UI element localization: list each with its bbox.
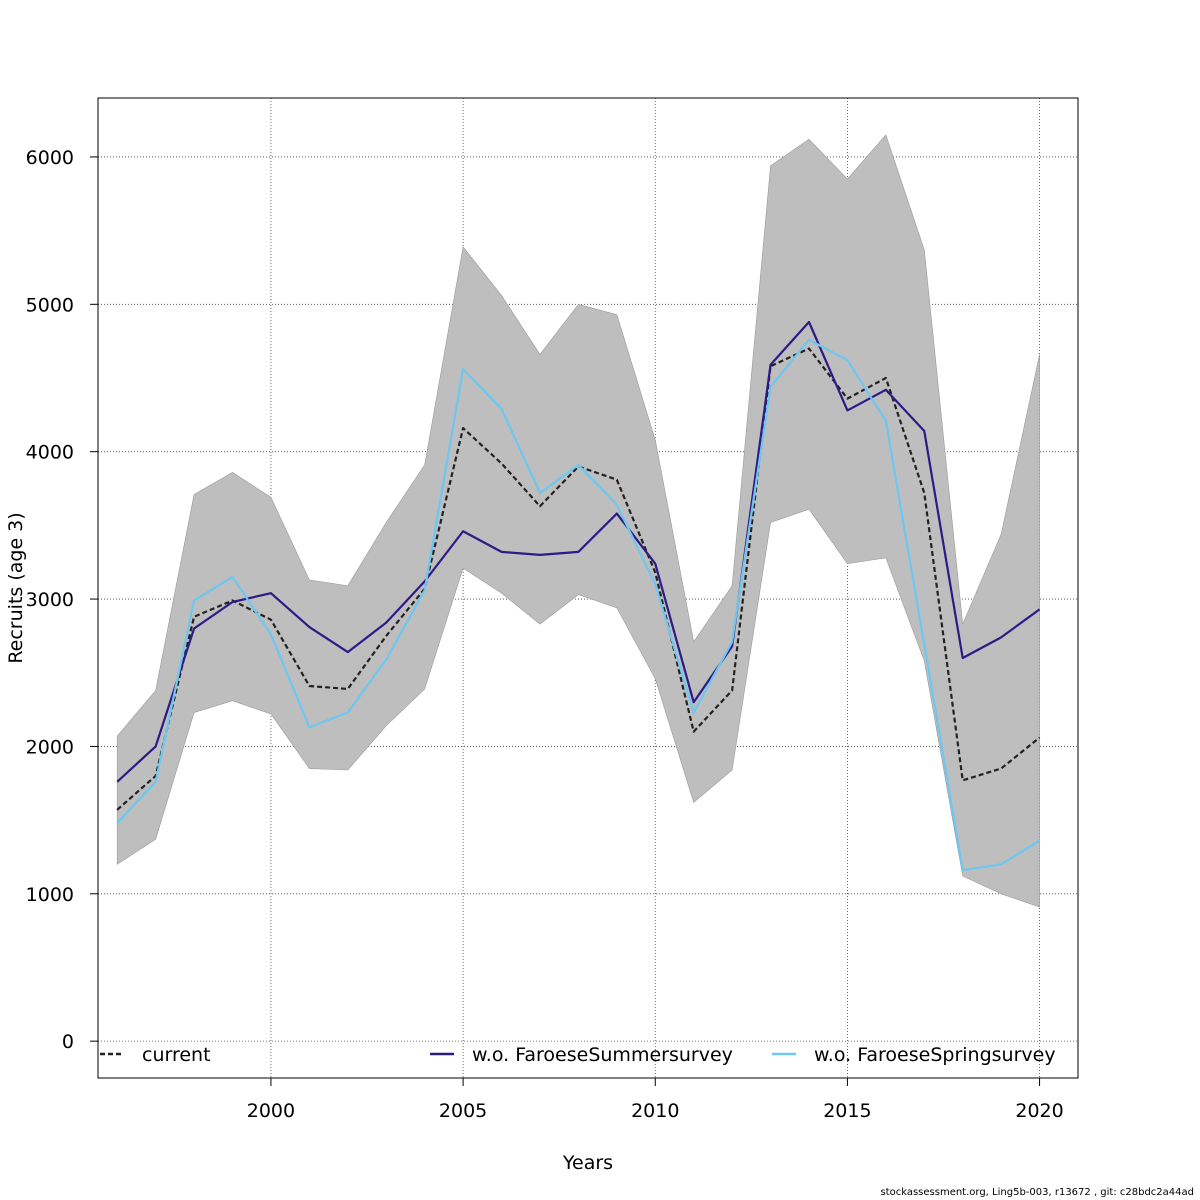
y-tick-label: 1000 (26, 884, 74, 906)
x-tick-label: 2005 (439, 1100, 487, 1122)
series-lines (116, 320, 1041, 872)
x-axis-title: Years (562, 1152, 613, 1174)
y-tick-label: 2000 (26, 736, 74, 758)
y-tick-label: 3000 (26, 589, 74, 611)
y-axis-title: Recruits (age 3) (5, 512, 27, 663)
legend-label-1: current (142, 1044, 211, 1066)
x-tick-label: 2010 (631, 1100, 679, 1122)
y-tick-label: 4000 (26, 442, 74, 464)
confidence-band (116, 134, 1040, 908)
y-tick-label: 6000 (26, 147, 74, 169)
y-tick-label: 0 (62, 1031, 74, 1053)
legend-label-3: w.o. FaroeseSpringsurvey (814, 1044, 1056, 1066)
series-line-3 (116, 338, 1041, 872)
x-tick-label: 2020 (1015, 1100, 1063, 1122)
axis-ticks: 2000 2005 2010 2015 2020 0 1000 2000 3000 4000 500… (26, 147, 1064, 1122)
plot-frame (97, 97, 1079, 1079)
confidence-band-area (116, 134, 1040, 908)
footer-credit: stockassessment.org, Ling5b-003, r13672 … (880, 1187, 1194, 1198)
series-line-2 (116, 320, 1041, 783)
series-line-1 (116, 347, 1041, 811)
legend: current w.o. FaroeseSummersurvey w.o. Faro… (100, 1044, 1056, 1066)
x-tick-label: 2015 (823, 1100, 871, 1122)
legend-label-2: w.o. FaroeseSummersurvey (472, 1044, 733, 1066)
y-tick-label: 5000 (26, 294, 74, 316)
x-tick-label: 2000 (247, 1100, 295, 1122)
